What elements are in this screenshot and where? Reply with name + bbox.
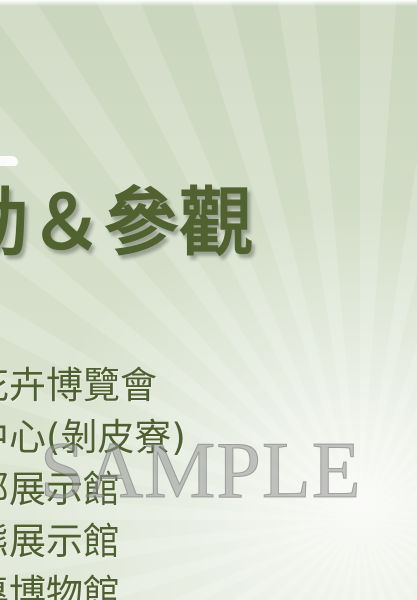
top-highlight	[0, 0, 417, 6]
cloud-shape	[0, 156, 18, 166]
venue-item: 部展示館	[0, 468, 120, 511]
venue-item: 態展示館	[0, 520, 120, 563]
venue-item: 花卉博覽會	[0, 364, 157, 407]
slide-title: 動＆參觀	[0, 180, 254, 266]
venue-item: 專博物館	[0, 572, 120, 600]
venue-item: 中心(剝皮寮)	[0, 416, 186, 459]
venue-list: 花卉博覽會 中心(剝皮寮) 部展示館 態展示館 專博物館	[0, 360, 186, 600]
